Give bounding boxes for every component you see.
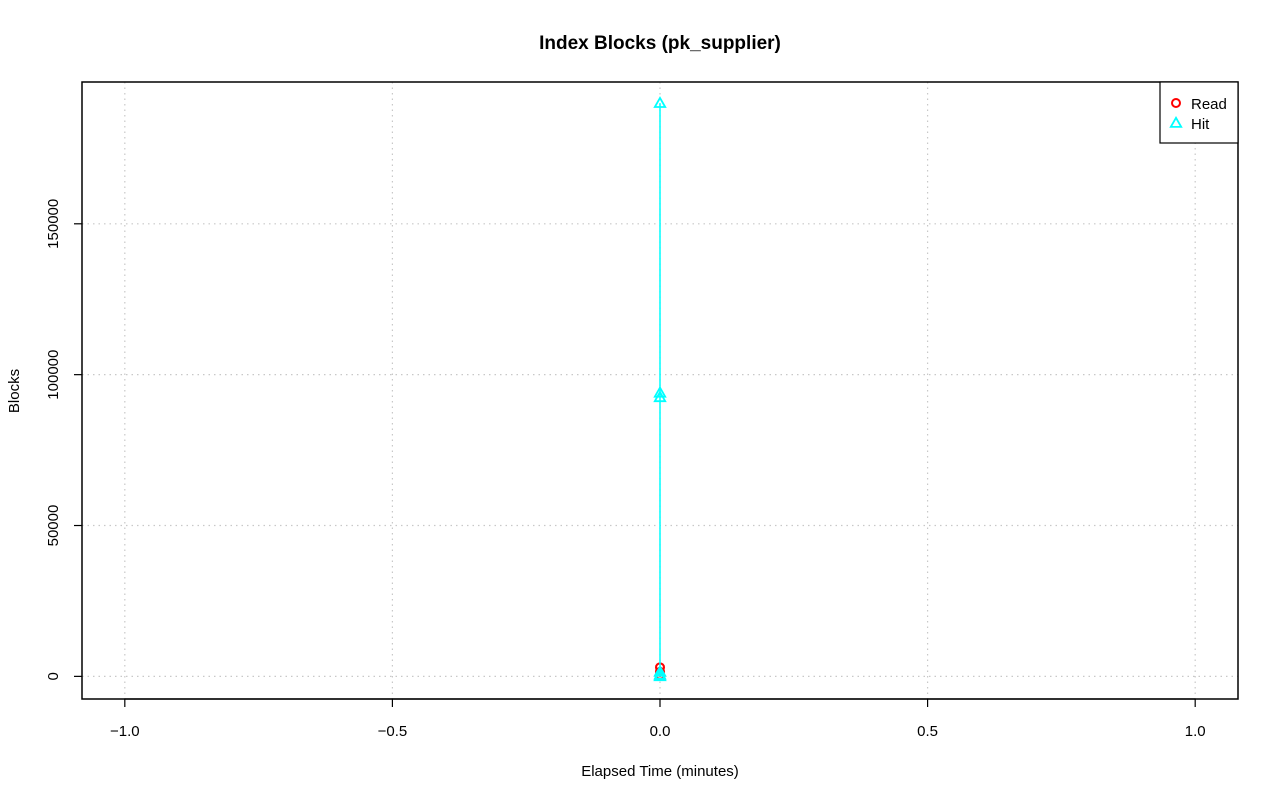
y-tick-label: 0 xyxy=(45,672,62,680)
legend-label-hit: Hit xyxy=(1191,116,1210,133)
data-point-hit xyxy=(653,96,667,108)
legend: Read Hit xyxy=(1159,81,1239,144)
y-tick-label: 100000 xyxy=(45,350,62,400)
x-tick-label: 0.5 xyxy=(917,723,938,740)
series-hit xyxy=(653,96,667,682)
x-tick-label: −0.5 xyxy=(378,723,408,740)
data-point-hit xyxy=(653,385,667,398)
x-tick-label: −1.0 xyxy=(110,723,140,740)
y-tick-label: 50000 xyxy=(45,505,62,547)
data-point-hit xyxy=(653,669,667,682)
legend-marker-read xyxy=(1171,98,1181,108)
y-axis-label: Blocks xyxy=(6,369,23,413)
data-point-hit xyxy=(653,664,667,677)
legend-marker-hit xyxy=(1169,115,1183,128)
legend-label-read: Read xyxy=(1191,96,1227,113)
x-tick-label: 1.0 xyxy=(1185,723,1206,740)
series-layer xyxy=(653,96,667,682)
legend-box xyxy=(1159,81,1239,144)
data-point-hit xyxy=(653,390,667,403)
x-axis: −1.0 −0.5 0.0 0.5 1.0 xyxy=(110,698,1206,740)
x-tick-label: 0.0 xyxy=(650,723,671,740)
x-axis-label: Elapsed Time (minutes) xyxy=(581,763,739,780)
chart-title: Index Blocks (pk_supplier) xyxy=(539,33,781,54)
y-axis: 0 50000 100000 150000 xyxy=(45,199,82,681)
y-tick-label: 150000 xyxy=(45,199,62,249)
